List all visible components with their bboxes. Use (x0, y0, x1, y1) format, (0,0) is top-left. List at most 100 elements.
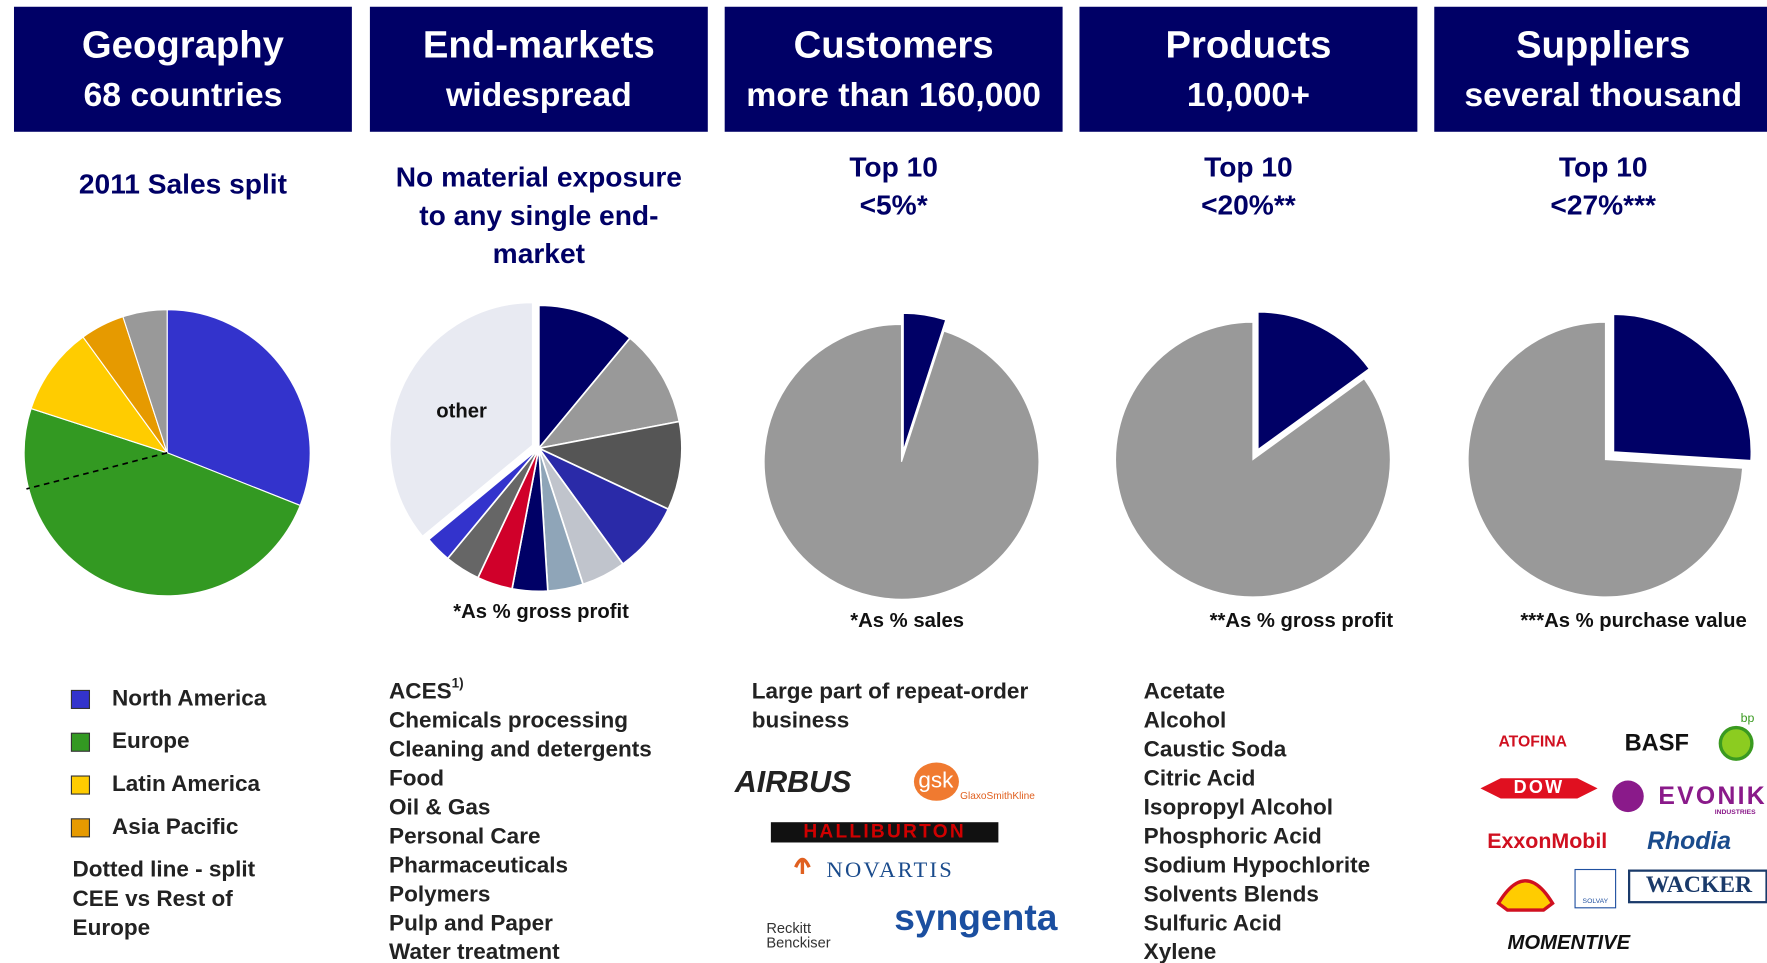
logo-text: syngenta (894, 896, 1057, 938)
list-item: Xylene (1144, 939, 1217, 963)
list-item: Phosphoric Acid (1144, 823, 1322, 848)
list-item: Caustic Soda (1144, 737, 1287, 762)
logo-text: HALLIBURTON (803, 821, 966, 842)
logo-text: AIRBUS (734, 765, 852, 799)
pie-slice (166, 309, 311, 507)
header-subtitle: 10,000+ (1187, 76, 1310, 114)
list-item: Pulp and Paper (389, 910, 553, 935)
logo-text: DOW (1514, 777, 1565, 797)
legend-swatch (70, 818, 91, 838)
legend-label: Asia Pacific (112, 814, 238, 839)
logo-text: MOMENTIVE (1507, 932, 1631, 954)
footnote: **As % gross profit (1210, 610, 1394, 632)
legend-label: Latin America (112, 771, 261, 796)
list-item: Cleaning and detergents (389, 737, 652, 762)
evonik-logo (1612, 780, 1644, 813)
list-item-text: Large part of repeat-order (752, 679, 1029, 704)
chart-title: No material exposure (396, 162, 682, 193)
annotation: Europe (73, 915, 151, 940)
list-item-text: Personal Care (389, 823, 540, 848)
list-item: business (752, 708, 850, 733)
pie-slice (30, 336, 169, 454)
logo-badge (913, 762, 959, 801)
logo-text: gsk (918, 768, 954, 793)
footnote: ***As % purchase value (1520, 610, 1746, 632)
list-item-text: ACES (389, 679, 452, 704)
shell-logo (1496, 879, 1555, 912)
list-item-text: Pulp and Paper (389, 910, 553, 935)
list-item: Pharmaceuticals (389, 852, 568, 877)
logo-text: BASF (1625, 731, 1689, 757)
pie-slice (122, 309, 168, 453)
split-line (26, 451, 168, 490)
header-box (1434, 6, 1767, 132)
header-subtitle: more than 160,000 (746, 76, 1041, 114)
list-item-text: Polymers (389, 881, 490, 906)
list-item: Acetate (1144, 679, 1225, 704)
list-item-text: Chemicals processing (389, 708, 628, 733)
pie-slice (1257, 311, 1370, 451)
header-subtitle: widespread (445, 76, 632, 114)
chart-title: <20%** (1201, 190, 1296, 221)
list-item: Isopropyl Alcohol (1144, 794, 1333, 819)
novartis-logo (794, 857, 811, 875)
pie-slice (763, 323, 1040, 600)
pie-slice (536, 336, 681, 450)
header-box (1079, 6, 1418, 132)
logo-text: GlaxoSmithKline (960, 791, 1035, 802)
header-box (13, 6, 352, 132)
list-item-text: Sodium Hypochlorite (1144, 852, 1370, 877)
logo-text: WACKER (1646, 872, 1753, 898)
legend-swatch (70, 775, 91, 795)
pie-slice (1115, 321, 1391, 598)
list-item: Solvents Blends (1144, 881, 1319, 906)
logo-text: SOLVAY (1583, 898, 1609, 905)
list-item: Polymers (389, 881, 490, 906)
pie-slice (902, 312, 947, 451)
pie-slice (538, 304, 632, 451)
list-item-text: Food (389, 765, 444, 790)
list-item: Oil & Gas (389, 794, 490, 819)
list-item-text: Acetate (1144, 679, 1225, 704)
logo-text: Benckiser (766, 936, 830, 952)
header-box (369, 6, 708, 132)
list-item: Sulfuric Acid (1144, 910, 1282, 935)
list-item: Personal Care (389, 823, 540, 848)
logo-text: ATOFINA (1498, 733, 1567, 750)
pie-slice (536, 420, 683, 511)
pie-slice (1467, 321, 1744, 598)
chart-title: <5%* (860, 190, 928, 221)
logo-badge (1480, 778, 1598, 799)
header-title: Suppliers (1516, 23, 1690, 66)
legend-swatch (70, 689, 91, 710)
pie-slice (23, 407, 301, 597)
header-title: End-markets (423, 23, 655, 66)
chart-title: Top 10 (1204, 151, 1293, 182)
list-item-text: Phosphoric Acid (1144, 823, 1322, 848)
list-item-text: Citric Acid (1144, 765, 1256, 790)
list-item: Chemicals processing (389, 708, 628, 733)
list-item-text: Cleaning and detergents (389, 737, 652, 762)
logo-badge (770, 822, 999, 843)
logo-text: bp (1741, 711, 1755, 725)
list-item-text: Solvents Blends (1144, 881, 1319, 906)
list-item: Sodium Hypochlorite (1144, 852, 1370, 877)
list-item-text: Water treatment (389, 939, 560, 963)
footnote: *As % sales (850, 610, 964, 632)
list-item: ACES1) (389, 675, 464, 703)
legend-swatch (70, 732, 91, 752)
logo-text: NOVARTIS (826, 857, 954, 882)
list-item-text: Pharmaceuticals (389, 852, 568, 877)
header-subtitle: several thousand (1464, 76, 1742, 114)
list-item: Large part of repeat-order (752, 679, 1029, 704)
list-item-text: Oil & Gas (389, 794, 490, 819)
list-item-text: Alcohol (1144, 708, 1227, 733)
chart-title: Top 10 (1559, 151, 1648, 182)
list-item-text: business (752, 708, 850, 733)
list-item: Water treatment (389, 939, 560, 963)
header-subtitle: 68 countries (83, 76, 282, 114)
list-item-text: Xylene (1144, 939, 1217, 963)
annotation: CEE vs Rest of (73, 886, 234, 911)
chart-title: 2011 Sales split (79, 168, 288, 199)
header-title: Customers (794, 23, 994, 66)
